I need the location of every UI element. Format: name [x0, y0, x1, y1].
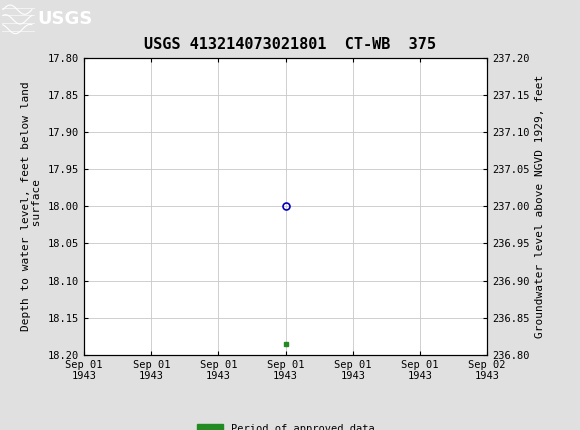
Text: USGS: USGS	[38, 10, 93, 28]
Text: USGS 413214073021801  CT-WB  375: USGS 413214073021801 CT-WB 375	[144, 37, 436, 52]
Legend: Period of approved data: Period of approved data	[193, 420, 379, 430]
Y-axis label: Groundwater level above NGVD 1929, feet: Groundwater level above NGVD 1929, feet	[535, 75, 545, 338]
Y-axis label: Depth to water level, feet below land
 surface: Depth to water level, feet below land su…	[21, 82, 42, 331]
